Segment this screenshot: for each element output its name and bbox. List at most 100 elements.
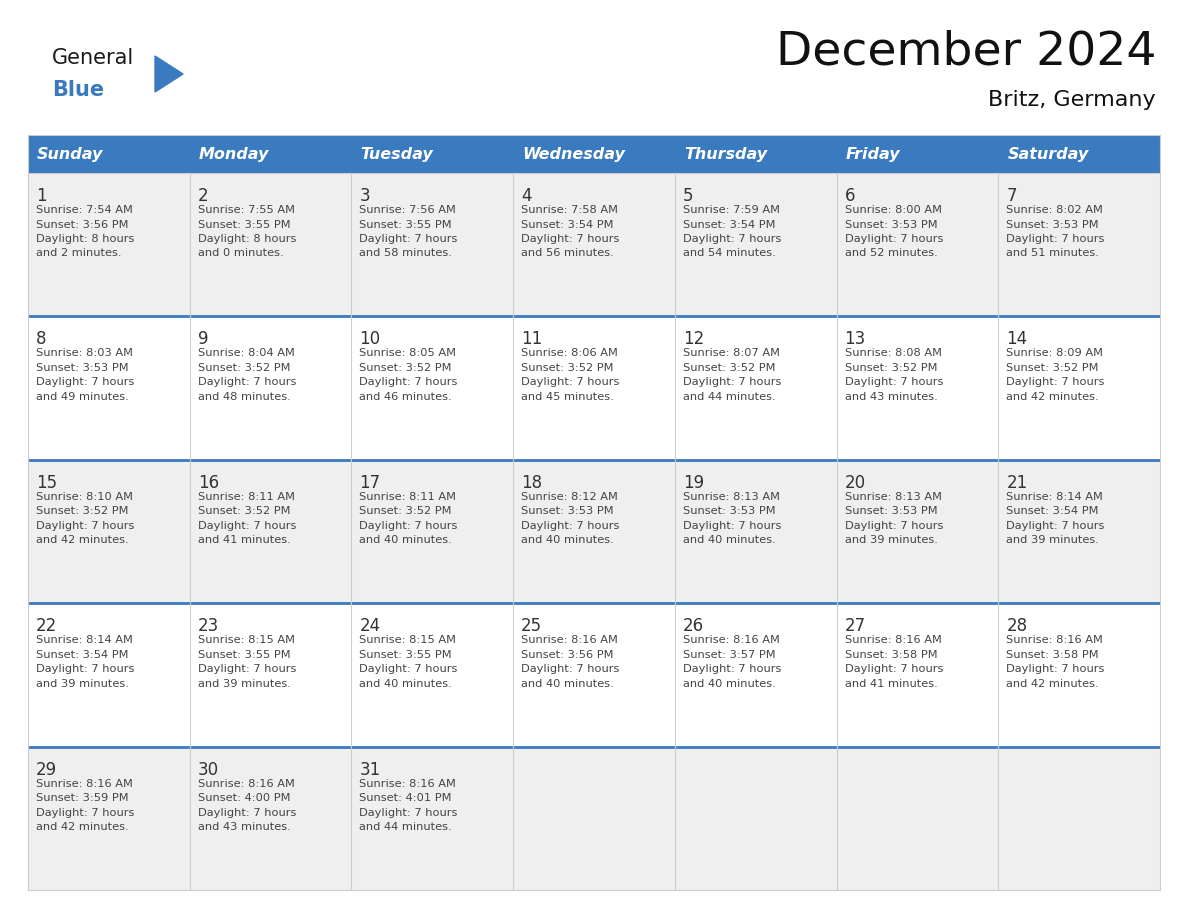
Text: 11: 11 bbox=[522, 330, 543, 349]
Bar bbox=[190, 317, 352, 460]
Text: and 42 minutes.: and 42 minutes. bbox=[1006, 678, 1099, 688]
Bar bbox=[836, 317, 998, 460]
Text: and 41 minutes.: and 41 minutes. bbox=[197, 535, 290, 545]
Text: Sunset: 3:55 PM: Sunset: 3:55 PM bbox=[360, 219, 453, 230]
Bar bbox=[675, 135, 836, 173]
Bar bbox=[352, 135, 513, 173]
Text: Daylight: 7 hours: Daylight: 7 hours bbox=[360, 521, 457, 531]
Text: 18: 18 bbox=[522, 474, 542, 492]
Bar bbox=[352, 746, 513, 890]
Text: Sunrise: 8:13 AM: Sunrise: 8:13 AM bbox=[845, 492, 942, 502]
Text: Sunset: 3:52 PM: Sunset: 3:52 PM bbox=[36, 507, 128, 516]
Bar bbox=[29, 746, 190, 890]
Text: Sunset: 3:53 PM: Sunset: 3:53 PM bbox=[845, 219, 937, 230]
Bar bbox=[352, 460, 513, 603]
Text: and 40 minutes.: and 40 minutes. bbox=[683, 678, 776, 688]
Text: 16: 16 bbox=[197, 474, 219, 492]
Text: Friday: Friday bbox=[846, 147, 901, 162]
Bar bbox=[513, 173, 675, 317]
Text: and 42 minutes.: and 42 minutes. bbox=[36, 535, 128, 545]
Text: Daylight: 7 hours: Daylight: 7 hours bbox=[197, 521, 296, 531]
Text: Sunrise: 7:55 AM: Sunrise: 7:55 AM bbox=[197, 205, 295, 215]
Text: Sunset: 3:52 PM: Sunset: 3:52 PM bbox=[360, 507, 451, 516]
Text: Thursday: Thursday bbox=[684, 147, 767, 162]
Text: Sunset: 4:00 PM: Sunset: 4:00 PM bbox=[197, 793, 290, 803]
Bar bbox=[998, 460, 1159, 603]
Text: Daylight: 7 hours: Daylight: 7 hours bbox=[522, 377, 619, 387]
Text: 20: 20 bbox=[845, 474, 866, 492]
Text: and 54 minutes.: and 54 minutes. bbox=[683, 249, 776, 259]
Text: 19: 19 bbox=[683, 474, 704, 492]
Text: 30: 30 bbox=[197, 761, 219, 778]
Text: Sunset: 3:53 PM: Sunset: 3:53 PM bbox=[36, 363, 128, 373]
Text: and 56 minutes.: and 56 minutes. bbox=[522, 249, 614, 259]
Text: Sunset: 3:53 PM: Sunset: 3:53 PM bbox=[845, 507, 937, 516]
Text: 28: 28 bbox=[1006, 617, 1028, 635]
Text: Sunset: 3:52 PM: Sunset: 3:52 PM bbox=[197, 507, 290, 516]
Text: Britz, Germany: Britz, Germany bbox=[988, 90, 1156, 110]
Text: Sunrise: 8:04 AM: Sunrise: 8:04 AM bbox=[197, 349, 295, 358]
Text: Daylight: 7 hours: Daylight: 7 hours bbox=[197, 665, 296, 674]
Text: Sunrise: 7:58 AM: Sunrise: 7:58 AM bbox=[522, 205, 618, 215]
Text: and 52 minutes.: and 52 minutes. bbox=[845, 249, 937, 259]
Text: and 42 minutes.: and 42 minutes. bbox=[36, 823, 128, 832]
Bar bbox=[29, 603, 190, 746]
Text: Daylight: 7 hours: Daylight: 7 hours bbox=[1006, 234, 1105, 244]
Text: Sunset: 3:52 PM: Sunset: 3:52 PM bbox=[360, 363, 451, 373]
Text: 15: 15 bbox=[36, 474, 57, 492]
Text: Sunrise: 8:08 AM: Sunrise: 8:08 AM bbox=[845, 349, 942, 358]
Bar bbox=[190, 460, 352, 603]
Bar bbox=[998, 135, 1159, 173]
Text: and 44 minutes.: and 44 minutes. bbox=[360, 823, 453, 832]
Text: 5: 5 bbox=[683, 187, 694, 205]
Text: Sunrise: 8:09 AM: Sunrise: 8:09 AM bbox=[1006, 349, 1104, 358]
Text: 1: 1 bbox=[36, 187, 46, 205]
Text: and 39 minutes.: and 39 minutes. bbox=[36, 678, 128, 688]
Text: 12: 12 bbox=[683, 330, 704, 349]
Text: and 39 minutes.: and 39 minutes. bbox=[1006, 535, 1099, 545]
Text: Daylight: 8 hours: Daylight: 8 hours bbox=[197, 234, 296, 244]
Text: Daylight: 7 hours: Daylight: 7 hours bbox=[360, 665, 457, 674]
Text: Daylight: 7 hours: Daylight: 7 hours bbox=[683, 234, 782, 244]
Text: and 43 minutes.: and 43 minutes. bbox=[197, 823, 290, 832]
Bar bbox=[513, 135, 675, 173]
Text: and 51 minutes.: and 51 minutes. bbox=[1006, 249, 1099, 259]
Text: 7: 7 bbox=[1006, 187, 1017, 205]
Text: Daylight: 7 hours: Daylight: 7 hours bbox=[683, 521, 782, 531]
Text: Sunset: 3:56 PM: Sunset: 3:56 PM bbox=[522, 650, 614, 660]
Text: 13: 13 bbox=[845, 330, 866, 349]
Text: Monday: Monday bbox=[198, 147, 270, 162]
Bar bbox=[836, 173, 998, 317]
Text: and 41 minutes.: and 41 minutes. bbox=[845, 678, 937, 688]
Bar bbox=[190, 746, 352, 890]
Bar bbox=[190, 135, 352, 173]
Bar bbox=[836, 603, 998, 746]
Text: Daylight: 7 hours: Daylight: 7 hours bbox=[36, 665, 134, 674]
Text: 8: 8 bbox=[36, 330, 46, 349]
Text: and 40 minutes.: and 40 minutes. bbox=[360, 535, 453, 545]
Text: and 39 minutes.: and 39 minutes. bbox=[197, 678, 291, 688]
Text: Sunrise: 8:06 AM: Sunrise: 8:06 AM bbox=[522, 349, 618, 358]
Text: Sunset: 3:52 PM: Sunset: 3:52 PM bbox=[845, 363, 937, 373]
Text: and 0 minutes.: and 0 minutes. bbox=[197, 249, 284, 259]
Text: Sunset: 3:53 PM: Sunset: 3:53 PM bbox=[683, 507, 776, 516]
Text: 29: 29 bbox=[36, 761, 57, 778]
Text: and 40 minutes.: and 40 minutes. bbox=[522, 535, 614, 545]
Text: Sunset: 3:54 PM: Sunset: 3:54 PM bbox=[1006, 507, 1099, 516]
Text: Daylight: 7 hours: Daylight: 7 hours bbox=[197, 377, 296, 387]
Text: Sunrise: 8:16 AM: Sunrise: 8:16 AM bbox=[1006, 635, 1104, 645]
Text: Sunday: Sunday bbox=[37, 147, 103, 162]
Bar bbox=[29, 460, 190, 603]
Text: Sunrise: 8:16 AM: Sunrise: 8:16 AM bbox=[360, 778, 456, 789]
Text: 21: 21 bbox=[1006, 474, 1028, 492]
Text: and 58 minutes.: and 58 minutes. bbox=[360, 249, 453, 259]
Text: Daylight: 7 hours: Daylight: 7 hours bbox=[360, 808, 457, 818]
Text: 25: 25 bbox=[522, 617, 542, 635]
Text: 27: 27 bbox=[845, 617, 866, 635]
Text: Daylight: 7 hours: Daylight: 7 hours bbox=[683, 377, 782, 387]
Text: Sunrise: 8:10 AM: Sunrise: 8:10 AM bbox=[36, 492, 133, 502]
Bar bbox=[675, 746, 836, 890]
Text: Sunrise: 8:07 AM: Sunrise: 8:07 AM bbox=[683, 349, 779, 358]
Text: and 40 minutes.: and 40 minutes. bbox=[683, 535, 776, 545]
Text: Daylight: 7 hours: Daylight: 7 hours bbox=[360, 377, 457, 387]
